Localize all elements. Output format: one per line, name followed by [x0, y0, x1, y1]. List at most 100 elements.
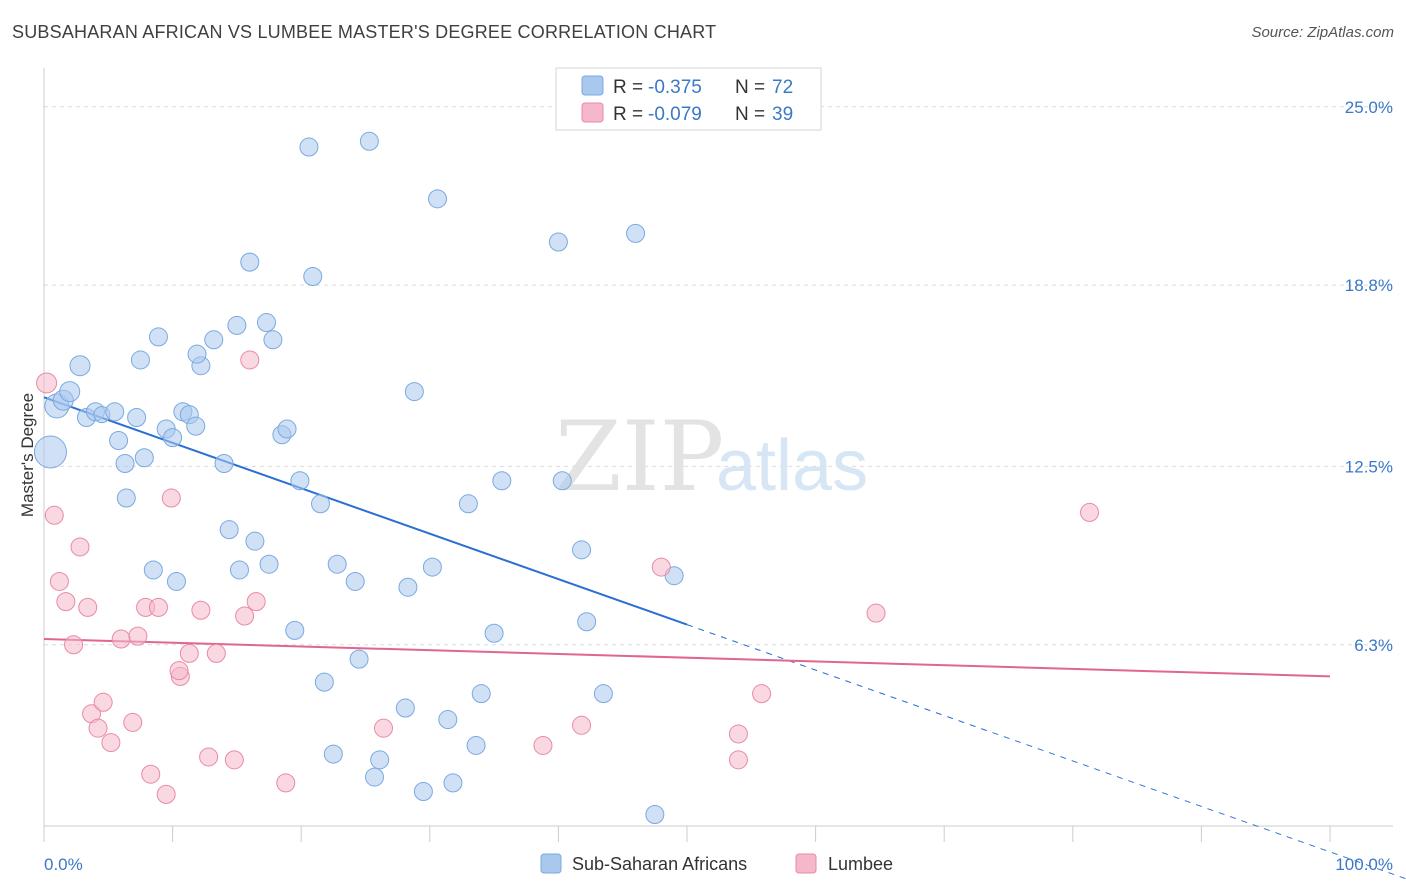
subsaharan-point: [263, 330, 283, 350]
watermark-zip: ZIP: [555, 401, 724, 513]
subsaharan-point: [245, 531, 265, 551]
lumbee-point: [240, 350, 260, 370]
lumbee-point: [44, 505, 64, 525]
subsaharan-point: [548, 232, 568, 252]
lumbee-point: [224, 750, 244, 770]
lumbee-point: [101, 733, 121, 753]
y-axis-label: Master's Degree: [18, 393, 37, 517]
subsaharan-point: [229, 560, 249, 580]
lumbee-point: [752, 684, 772, 704]
subsaharan-point: [285, 620, 305, 640]
lumbee-point: [235, 606, 255, 626]
lumbee-point: [866, 603, 886, 623]
bottom-legend: Sub-Saharan Africans Lumbee: [540, 853, 893, 874]
subsaharan-point: [109, 430, 129, 450]
lumbee-point: [93, 692, 113, 712]
lumbee-point: [148, 597, 168, 617]
lumbee-point: [199, 747, 219, 767]
x-tick-min: 0.0%: [44, 855, 83, 874]
subsaharan-point: [443, 773, 463, 793]
subsaharan-point: [299, 137, 319, 157]
subsaharan-point: [422, 557, 442, 577]
subsaharan-point: [127, 407, 147, 427]
lumbee-point: [70, 537, 90, 557]
subsaharan-point: [186, 416, 206, 436]
legend-r-label-2: R =: [613, 104, 643, 125]
lumbee-point: [572, 715, 592, 735]
subsaharan-point: [33, 435, 67, 469]
subsaharan-point: [327, 554, 347, 574]
lumbee-point: [49, 571, 69, 591]
legend-n-label-1: N =: [735, 77, 765, 98]
subsaharan-point: [438, 710, 458, 730]
lumbee-point: [728, 724, 748, 744]
subsaharan-point: [349, 649, 369, 669]
subsaharan-point: [240, 252, 260, 272]
subsaharan-point: [310, 494, 330, 514]
subsaharan-point: [345, 571, 365, 591]
legend-n-label-2: N =: [735, 104, 765, 125]
lumbee-point: [728, 750, 748, 770]
bottom-legend-label-1: Sub-Saharan Africans: [572, 854, 747, 874]
data-points: [33, 131, 1100, 824]
subsaharan-point: [115, 454, 135, 474]
subsaharan-point: [105, 402, 125, 422]
subsaharan-point: [572, 540, 592, 560]
lumbee-point: [156, 784, 176, 804]
x-tick-max: 100.0%: [1335, 855, 1393, 874]
bottom-legend-label-2: Lumbee: [828, 854, 893, 874]
trend-lines: [43, 396, 1406, 880]
lumbee-point: [64, 635, 84, 655]
lumbee-point: [56, 592, 76, 612]
subsaharan-point: [458, 494, 478, 514]
lumbee-point: [111, 629, 131, 649]
subsaharan-point: [626, 223, 646, 243]
subsaharan-point: [471, 684, 491, 704]
subsaharan-point: [323, 744, 343, 764]
lumbee-point: [36, 372, 58, 394]
chart-title: SUBSAHARAN AFRICAN VS LUMBEE MASTER'S DE…: [12, 22, 717, 42]
subsaharan-point: [398, 577, 418, 597]
subsaharan-point: [577, 612, 597, 632]
subsaharan-point: [365, 767, 385, 787]
subsaharan-point: [130, 350, 150, 370]
y-tick-label: 25.0%: [1345, 98, 1393, 117]
subsaharan-point: [259, 554, 279, 574]
legend-box: R = -0.375 N = 72 R = -0.079 N = 39: [555, 67, 822, 131]
subsaharan-point: [552, 471, 572, 491]
subsaharan-point: [359, 131, 379, 151]
subsaharan-point: [428, 189, 448, 209]
legend-swatch-1: [581, 75, 604, 96]
legend-swatch-2: [581, 102, 604, 123]
legend-r-value-1: -0.375: [648, 77, 702, 98]
lumbee-point: [276, 773, 296, 793]
subsaharan-point: [163, 428, 183, 448]
subsaharan-point: [290, 471, 310, 491]
subsaharan-point: [593, 684, 613, 704]
subsaharan-point: [492, 471, 512, 491]
subsaharan-point: [256, 313, 276, 333]
subsaharan-point: [219, 520, 239, 540]
legend-n-value-2: 39: [772, 104, 793, 125]
lumbee-point: [179, 643, 199, 663]
legend-r-label-1: R =: [613, 77, 643, 98]
subsaharan-point: [484, 623, 504, 643]
y-tick-label: 18.8%: [1345, 276, 1393, 295]
lumbee-point: [141, 764, 161, 784]
subsaharan-point: [134, 448, 154, 468]
lumbee-point: [123, 712, 143, 732]
subsaharan-point: [204, 330, 224, 350]
lumbee-point: [246, 592, 266, 612]
source-label: Source: ZipAtlas.com: [1251, 24, 1394, 41]
watermark-atlas: atlas: [716, 426, 868, 506]
subsaharan-point: [148, 327, 168, 347]
subsaharan-point: [214, 454, 234, 474]
subsaharan-point: [277, 419, 297, 439]
subsaharan-point: [466, 735, 486, 755]
lumbee-point: [128, 626, 148, 646]
subsaharan-point: [404, 382, 424, 402]
subsaharan-point: [645, 804, 665, 824]
lumbee-point: [206, 643, 226, 663]
subsaharan-point: [314, 672, 334, 692]
